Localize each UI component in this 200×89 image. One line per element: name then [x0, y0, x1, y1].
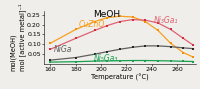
Text: Ni₅Ga₃: Ni₅Ga₃ — [93, 54, 118, 63]
Y-axis label: mol(MeOH)
mol [active metal]⁻¹: mol(MeOH) mol [active metal]⁻¹ — [10, 4, 26, 71]
Text: NiGa: NiGa — [54, 45, 73, 54]
X-axis label: Temperature (°C): Temperature (°C) — [91, 74, 149, 81]
Text: MeOH: MeOH — [93, 10, 120, 19]
Text: Ni₃Ga₁: Ni₃Ga₁ — [154, 16, 179, 25]
Text: CuZnO: CuZnO — [78, 20, 105, 29]
